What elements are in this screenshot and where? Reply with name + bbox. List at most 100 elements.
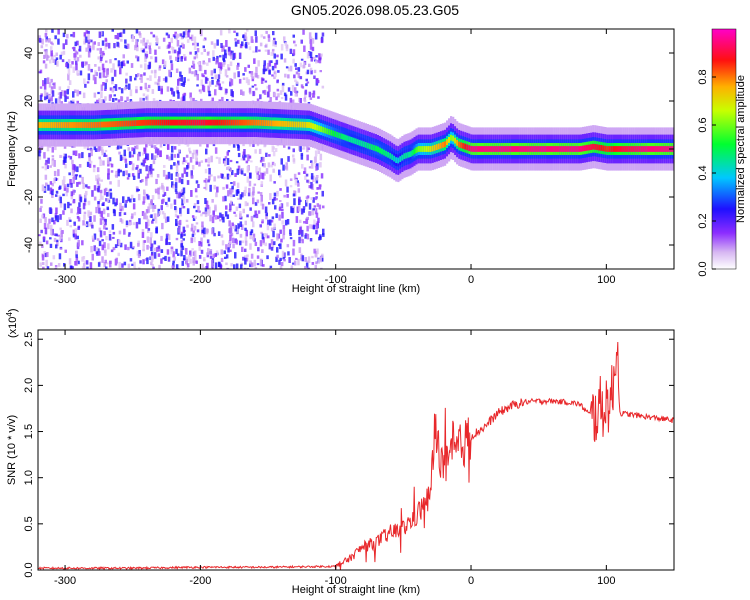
heatmap-cell (137, 189, 140, 192)
heatmap-cell (233, 211, 236, 214)
heatmap-cell (76, 100, 79, 106)
heatmap-cell (144, 258, 148, 261)
heatmap-cell (592, 143, 595, 150)
heatmap-cell (176, 193, 179, 199)
heatmap-cell (109, 192, 113, 199)
heatmap-cell (213, 42, 217, 47)
heatmap-cell (101, 256, 104, 263)
heatmap-cell (221, 46, 224, 52)
heatmap-cell (300, 236, 303, 241)
heatmap-cell (170, 173, 173, 180)
heatmap-cell (224, 256, 227, 259)
heatmap-cell (310, 160, 313, 163)
heatmap-cell (174, 206, 177, 211)
heatmap-cell (259, 94, 262, 100)
heatmap-cell (300, 39, 303, 44)
heatmap-cell (65, 191, 68, 197)
heatmap-cell (476, 146, 479, 152)
heatmap-cell (66, 33, 69, 39)
heatmap-cell (297, 188, 301, 193)
heatmap-cell (271, 120, 274, 127)
heatmap-cell (292, 157, 296, 162)
page-title: GN05.2026.098.05.23.G05 (290, 2, 460, 18)
heatmap-cell (316, 124, 319, 131)
heatmap-cell (46, 77, 50, 84)
heatmap-cell (263, 64, 266, 72)
heatmap-cell (193, 46, 197, 50)
heatmap-cell (73, 165, 77, 172)
heatmap-cell (177, 160, 180, 166)
heatmap-cell (98, 240, 102, 247)
heatmap-cell (160, 235, 163, 241)
heatmap-cell (41, 38, 44, 45)
heatmap-cell (217, 215, 220, 220)
heatmap-cell (103, 152, 106, 157)
heatmap-cell (170, 153, 174, 161)
heatmap-cell (202, 45, 205, 49)
heatmap-cell (122, 54, 125, 59)
heatmap-cell (306, 179, 309, 183)
heatmap-cell (306, 81, 310, 84)
heatmap-cell (182, 196, 186, 204)
heatmap-cell (140, 162, 144, 166)
heatmap-cell (45, 39, 48, 43)
heatmap-cell (269, 174, 272, 182)
heatmap-cell (293, 121, 296, 128)
heatmap-cell (219, 55, 222, 58)
heatmap-cell (247, 42, 250, 45)
heatmap-cell (78, 181, 81, 185)
heatmap-cell (289, 97, 293, 105)
heatmap-cell (186, 199, 189, 203)
heatmap-cell (210, 119, 213, 126)
heatmap-cell (119, 120, 122, 127)
heatmap-cell (262, 264, 265, 267)
heatmap-cell (205, 200, 209, 208)
heatmap-cell (86, 161, 90, 167)
heatmap-cell (287, 156, 290, 162)
heatmap-cell (39, 241, 42, 245)
heatmap-cell (119, 169, 122, 173)
heatmap-cell (315, 196, 318, 199)
heatmap-cell (93, 215, 96, 222)
heatmap-cell (216, 119, 219, 126)
heatmap-cell (246, 176, 250, 183)
heatmap-cell (255, 166, 258, 173)
heatmap-cell (344, 134, 347, 141)
heatmap-cell (66, 89, 69, 95)
heatmap-cell (315, 60, 318, 64)
heatmap-cell (257, 60, 260, 67)
heatmap-cell (515, 146, 518, 152)
heatmap-cell (116, 41, 119, 47)
heatmap-cell (125, 78, 128, 84)
heatmap-cell (258, 49, 261, 52)
heatmap-cell (427, 146, 430, 152)
heatmap-cell (431, 145, 434, 152)
heatmap-cell (88, 122, 91, 128)
heatmap-cell (235, 32, 239, 37)
heatmap-cell (167, 197, 171, 202)
heatmap-cell (189, 258, 192, 264)
heatmap-cell (298, 196, 301, 204)
heatmap-cell (238, 169, 242, 174)
heatmap-cell (72, 150, 76, 156)
heatmap-cell (147, 119, 150, 126)
heatmap-cell (91, 253, 94, 261)
heatmap-cell (433, 144, 436, 151)
heatmap-cell (272, 230, 275, 238)
heatmap-cell (606, 146, 609, 152)
heatmap-cell (148, 203, 151, 210)
heatmap-cell (64, 95, 67, 102)
heatmap-cell (252, 236, 255, 241)
heatmap-cell (230, 263, 233, 267)
heatmap-cell (101, 244, 104, 251)
heatmap-cell (48, 38, 51, 42)
heatmap-cell (72, 229, 76, 236)
heatmap-cell (389, 153, 392, 159)
heatmap-cell (279, 200, 282, 202)
heatmap-cell (322, 228, 325, 235)
heatmap-cell (439, 142, 443, 149)
heatmap-cell (319, 234, 322, 239)
heatmap-cell (318, 57, 322, 61)
